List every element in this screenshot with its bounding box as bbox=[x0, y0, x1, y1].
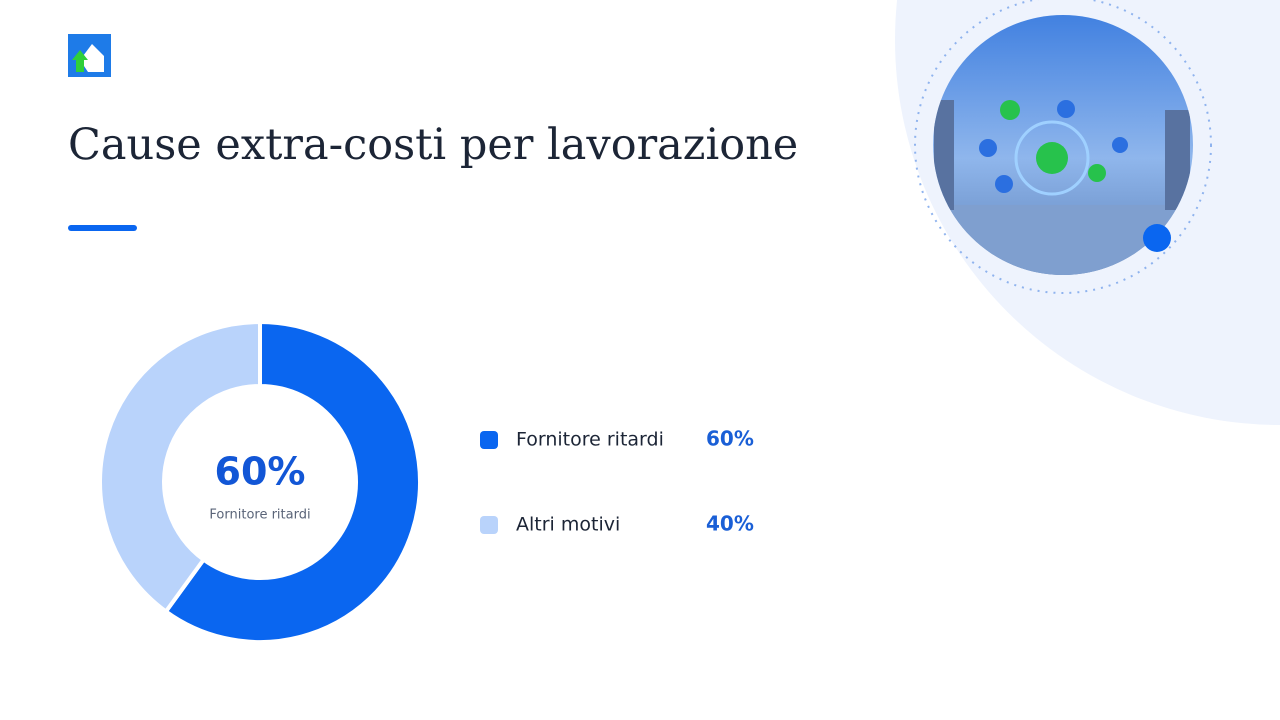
title: Cause extra-costi per lavorazione bbox=[68, 120, 798, 170]
title-accent bbox=[68, 225, 137, 231]
legend-value: 40% bbox=[706, 512, 754, 536]
donut-chart: 60% Fornitore ritardi bbox=[98, 319, 422, 644]
center-value: 60% bbox=[215, 450, 306, 494]
center-label: Fornitore ritardi bbox=[209, 508, 310, 523]
accent-dot bbox=[1143, 224, 1171, 252]
donut-segment bbox=[163, 319, 422, 644]
dotted-ring bbox=[914, 0, 1212, 294]
legend: Fornitore ritardi 60% Altri motivi 40% bbox=[480, 427, 754, 536]
legend-label: Fornitore ritardi bbox=[516, 429, 664, 451]
legend-value: 60% bbox=[706, 427, 754, 451]
legend-marker bbox=[480, 431, 498, 449]
donut-segment bbox=[98, 319, 262, 615]
legend-label: Altri motivi bbox=[516, 514, 620, 536]
legend-marker bbox=[480, 516, 498, 534]
logo bbox=[68, 34, 111, 77]
